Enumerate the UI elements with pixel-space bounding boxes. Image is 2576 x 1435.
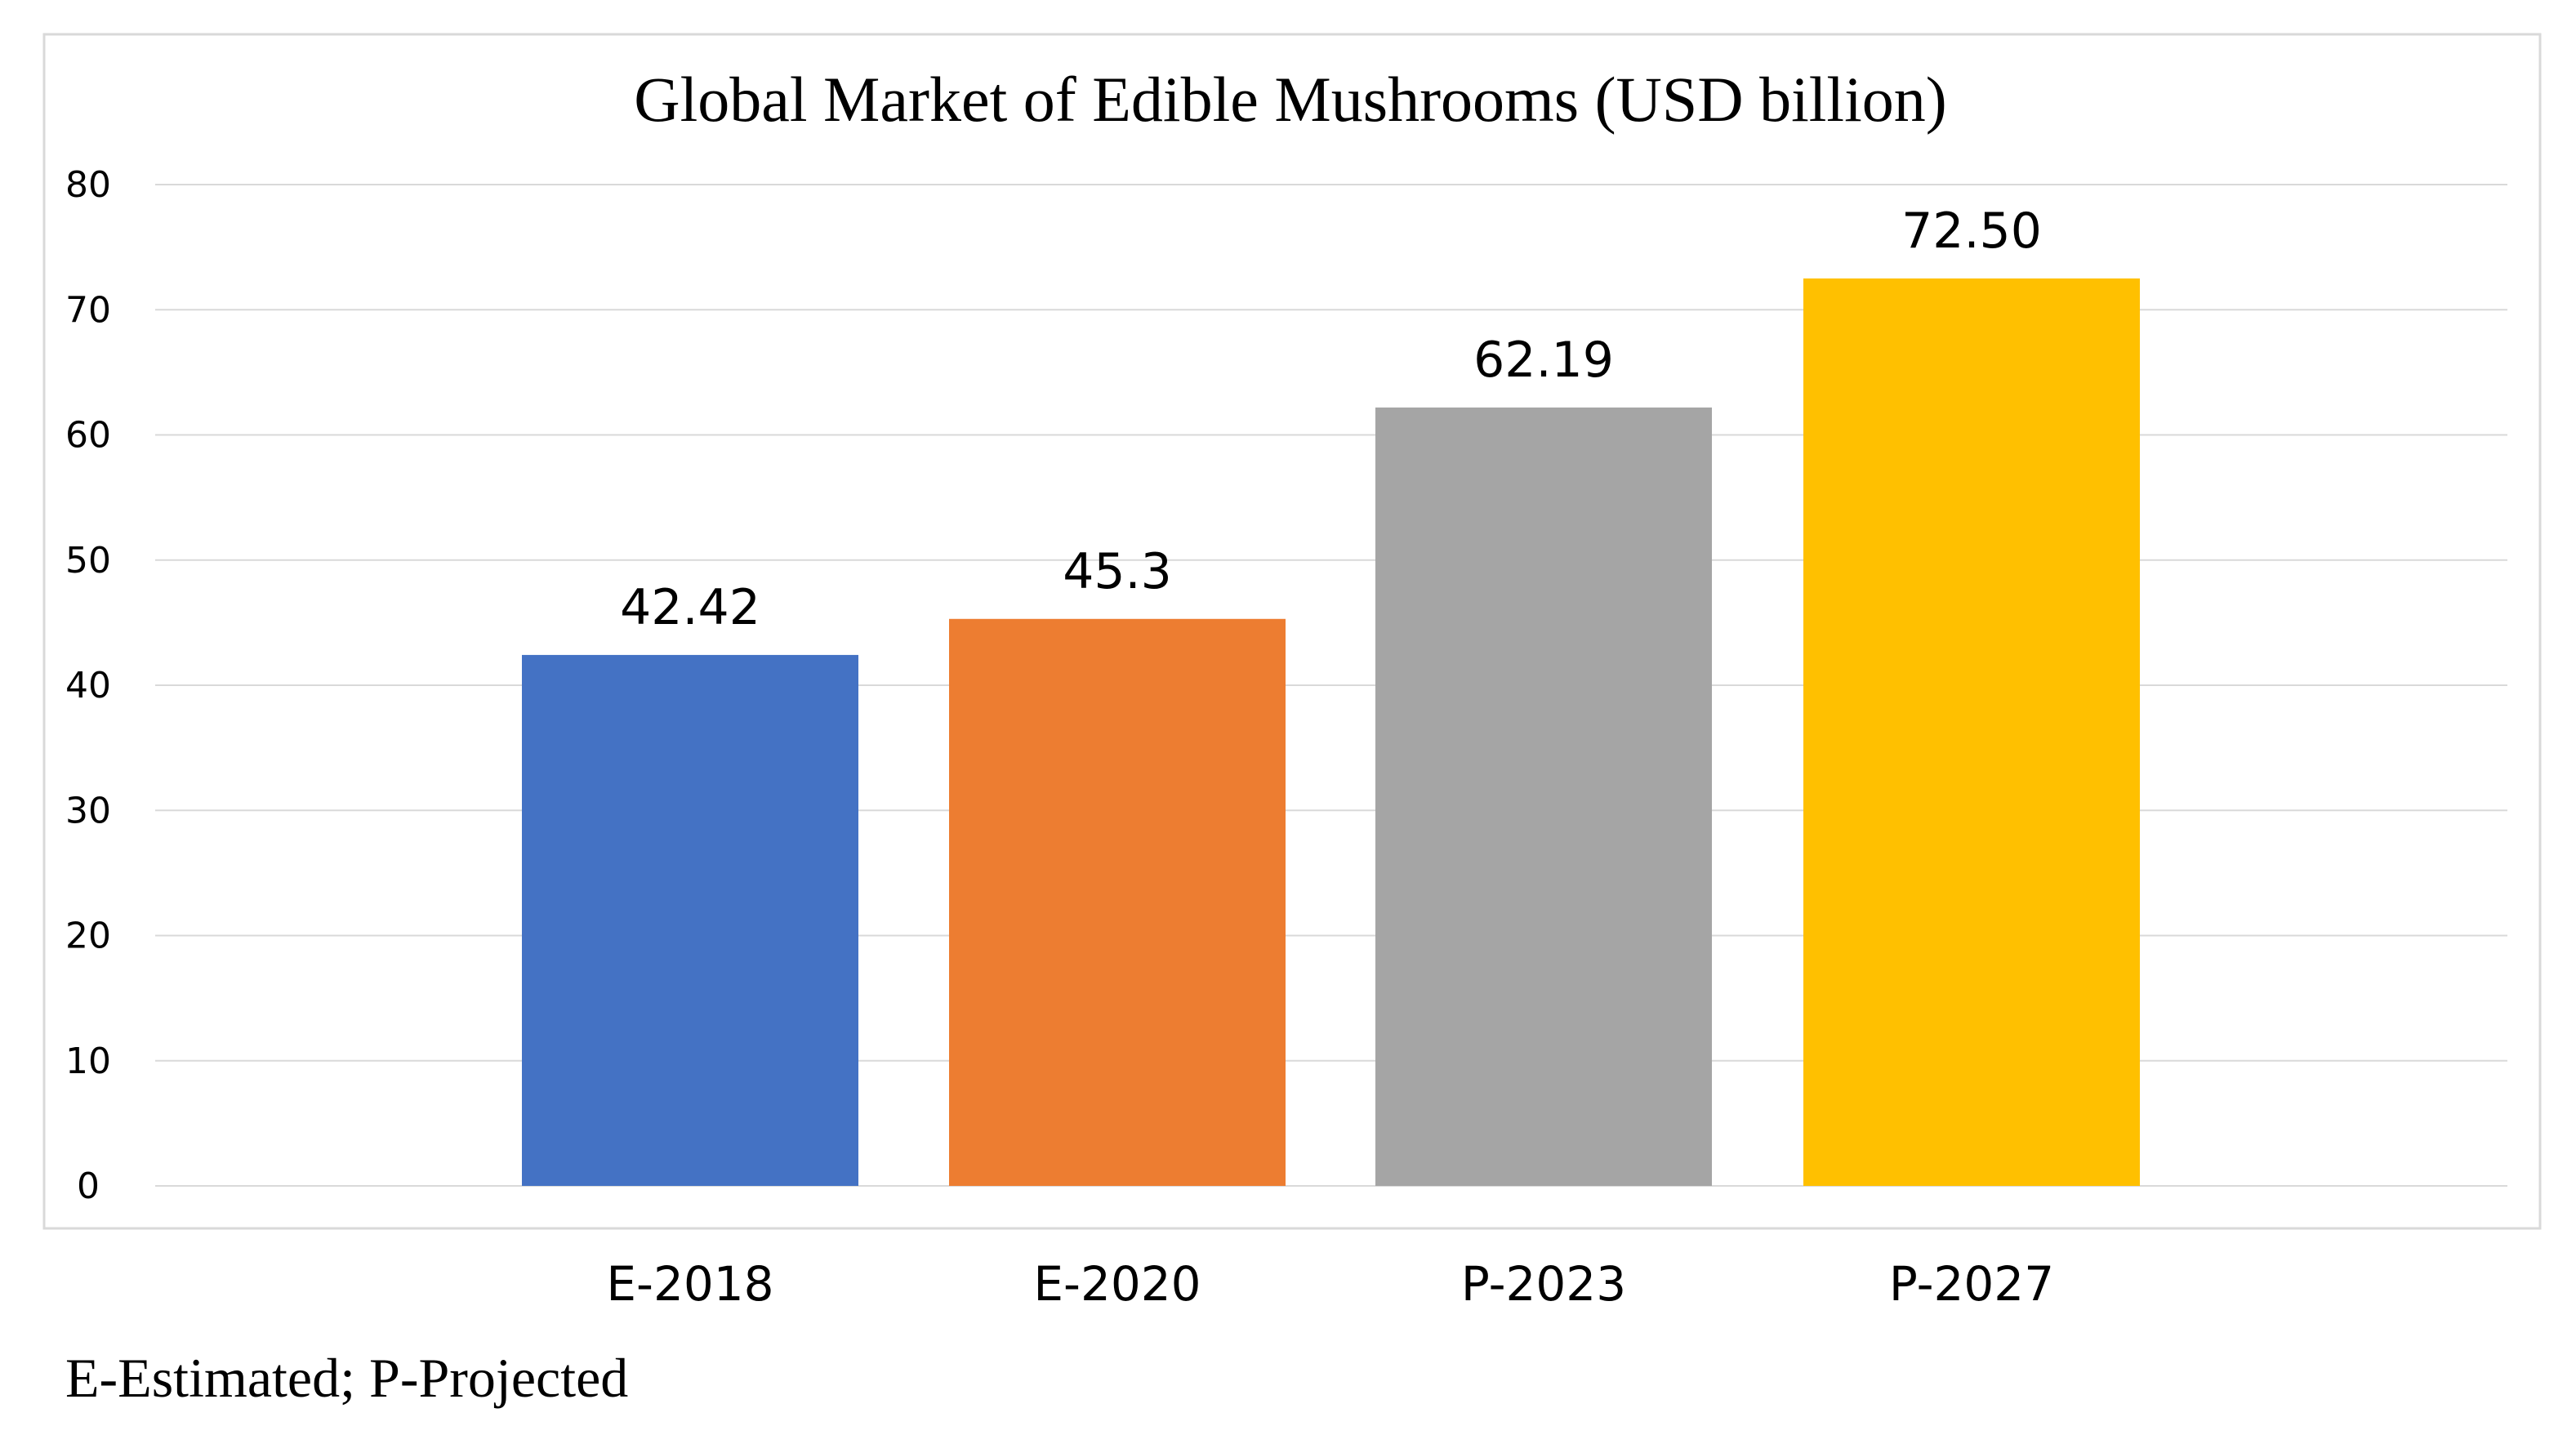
chart-frame [42, 33, 2542, 1230]
bar-e-2020 [949, 618, 1286, 1186]
data-labels: 42.42 45.3 62.19 72.50 [620, 203, 2042, 636]
data-label: 42.42 [620, 579, 760, 636]
y-tick-label: 80 [65, 164, 111, 206]
x-category-label: E-2020 [1033, 1256, 1201, 1312]
data-label: 72.50 [1901, 203, 2042, 260]
y-tick-label: 30 [65, 790, 111, 831]
y-tick-label: 60 [65, 415, 111, 457]
x-category-label: E-2018 [606, 1256, 773, 1312]
y-tick-label: 10 [65, 1041, 111, 1082]
footnote: E-Estimated; P-Projected [65, 1347, 628, 1409]
y-tick-label: 40 [65, 665, 111, 706]
bars [522, 278, 2140, 1187]
bar-p-2023 [1375, 407, 1712, 1187]
bar-e-2018 [522, 654, 858, 1186]
x-category-label: P-2027 [1889, 1256, 2054, 1312]
y-tick-label: 20 [65, 916, 111, 957]
data-label: 45.3 [1063, 543, 1172, 600]
data-label: 62.19 [1473, 332, 1614, 389]
y-tick-label: 0 [77, 1165, 100, 1207]
y-tick-label: 70 [65, 289, 111, 331]
y-axis-ticks: 0 10 20 30 40 50 60 70 80 [65, 164, 111, 1207]
x-axis-categories: E-2018 E-2020 P-2023 P-2027 [606, 1256, 2054, 1312]
x-category-label: P-2023 [1461, 1256, 1626, 1312]
chart-title: Global Market of Edible Mushrooms (USD b… [634, 64, 1947, 135]
y-tick-label: 50 [65, 540, 111, 582]
bar-p-2027 [1803, 278, 2140, 1186]
